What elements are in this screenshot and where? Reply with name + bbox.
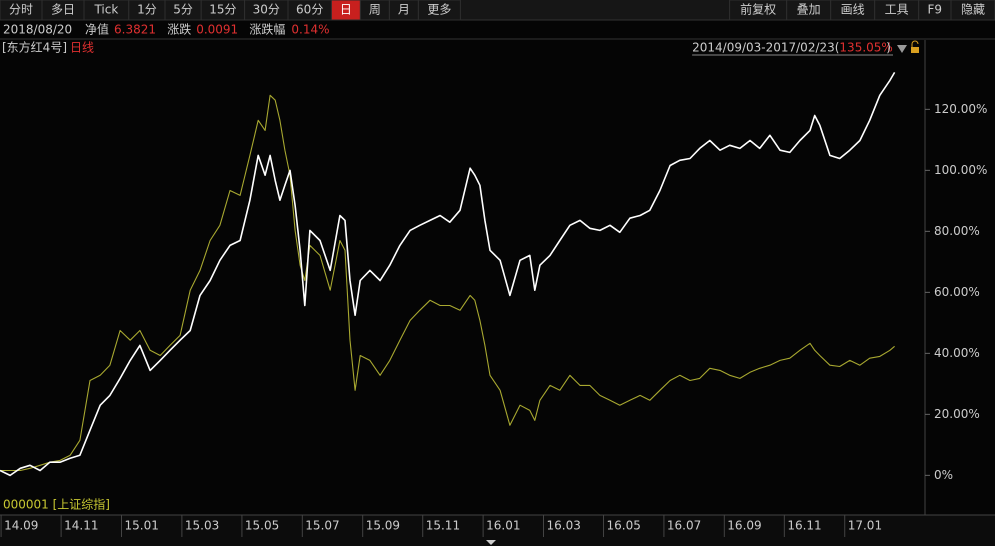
y-tick-label: 100.00%: [934, 163, 987, 177]
toolbar-button-label: 1分: [137, 3, 157, 17]
toolbar-button-label: 更多: [427, 3, 451, 17]
x-tick-label: 16.05: [607, 519, 641, 533]
toolbar-button-label: 隐藏: [961, 3, 985, 17]
toolbar-button-label: 日: [340, 3, 352, 17]
y-tick-label: 20.00%: [934, 407, 980, 421]
x-tick-label: 16.03: [547, 519, 581, 533]
range-label: 135.05%: [839, 41, 892, 55]
x-tick-label: 15.01: [125, 519, 159, 533]
x-axis-band: [0, 515, 995, 546]
series-line: [0, 71, 896, 477]
range-label: ): [886, 41, 891, 55]
info-date: 2018/08/20: [3, 23, 72, 37]
toolbar-button-label: 多日: [51, 3, 75, 17]
series-line: [0, 94, 895, 472]
info-label: 净值: [85, 22, 109, 37]
x-tick-label: 14.09: [4, 519, 38, 533]
y-tick-label: 60.00%: [934, 285, 980, 299]
info-label: 涨跌幅: [249, 22, 285, 37]
toolbar-button-label: Tick: [93, 3, 118, 17]
info-value: 0.0091: [196, 23, 238, 37]
toolbar-button-label: 60分: [296, 3, 323, 17]
toolbar-button[interactable]: [729, 0, 788, 21]
toolbar-button-label: 月: [398, 3, 410, 17]
toolbar-button-label: 30分: [253, 3, 280, 17]
toolbar-button-label: 5分: [173, 3, 193, 17]
toolbar-button-label: 叠加: [797, 3, 821, 17]
y-tick-label: 80.00%: [934, 224, 980, 238]
series-label: [东方红4号]: [2, 40, 67, 55]
x-tick-label: 16.01: [486, 519, 520, 533]
lock-icon[interactable]: [911, 47, 919, 53]
toolbar-button-label: 分时: [9, 3, 33, 17]
index-label: 000001 [上证综指]: [3, 497, 110, 512]
y-tick-label: 120.00%: [934, 102, 987, 116]
info-label: 涨跌: [167, 22, 191, 37]
range-label: 2014/09/03-2017/02/23(: [692, 41, 839, 55]
x-tick-label: 15.09: [366, 519, 400, 533]
x-tick-label: 15.11: [426, 519, 460, 533]
x-tick-label: 15.07: [305, 519, 339, 533]
info-value: 0.14%: [291, 23, 329, 37]
toolbar-button-label: 工具: [885, 3, 909, 17]
x-tick-label: 16.09: [727, 519, 761, 533]
toolbar-button-label: 前复权: [740, 2, 776, 17]
info-value: 6.3821: [114, 23, 156, 37]
dropdown-icon[interactable]: [897, 45, 907, 53]
x-tick-label: 16.11: [787, 519, 821, 533]
toolbar-button-label: 周: [369, 3, 381, 17]
x-tick-label: 15.03: [185, 519, 219, 533]
toolbar-button-label: 画线: [841, 3, 865, 17]
period-label: 日线: [70, 41, 94, 55]
x-tick-label: 14.11: [64, 519, 98, 533]
x-tick-label: 16.07: [667, 519, 701, 533]
toolbar-button-label: F9: [928, 3, 943, 17]
scroll-arrow[interactable]: [486, 540, 496, 545]
y-tick-label: 40.00%: [934, 346, 980, 360]
y-tick-label: 0%: [934, 468, 953, 482]
x-tick-label: 17.01: [848, 519, 882, 533]
lock-shackle: [911, 40, 919, 47]
toolbar-button-label: 15分: [209, 3, 236, 17]
x-tick-label: 15.05: [245, 519, 279, 533]
toolbar-button[interactable]: [417, 0, 461, 21]
